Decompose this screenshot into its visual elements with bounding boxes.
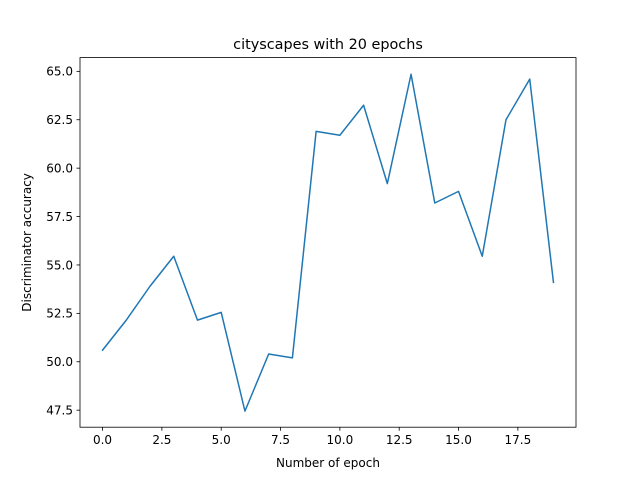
series-line (101, 73, 555, 412)
plot-area (80, 57, 576, 428)
y-tick-label: 50.0 (46, 355, 73, 369)
y-axis-label: Discriminator accuracy (20, 173, 34, 312)
y-tick-label: 62.5 (46, 113, 73, 127)
y-tick-label: 47.5 (46, 403, 73, 417)
y-tick-label: 52.5 (46, 307, 73, 321)
x-tick-label: 12.5 (386, 433, 413, 447)
y-tick-label: 60.0 (46, 161, 73, 175)
x-axis-label: Number of epoch (276, 456, 380, 470)
chart-title: cityscapes with 20 epochs (233, 37, 423, 53)
plot-frame (79, 57, 577, 428)
y-tick-label: 57.5 (46, 210, 73, 224)
x-tick-label: 2.5 (152, 433, 171, 447)
series-layer (101, 73, 555, 412)
x-tick-label: 7.5 (271, 433, 290, 447)
x-tick-label: 10.0 (327, 433, 354, 447)
x-tick-label: 17.5 (504, 433, 531, 447)
x-axis: 0.0 2.5 5.0 7.5 10.0 12.5 15.0 17.5 (93, 427, 531, 447)
x-tick-label: 0.0 (93, 433, 112, 447)
x-tick-label: 5.0 (212, 433, 231, 447)
y-tick-label: 65.0 (46, 65, 73, 79)
y-axis: 47.5 50.0 52.5 55.0 57.5 60.0 62.5 65.0 (46, 65, 80, 417)
x-tick-label: 15.0 (445, 433, 472, 447)
y-tick-label: 55.0 (46, 258, 73, 272)
